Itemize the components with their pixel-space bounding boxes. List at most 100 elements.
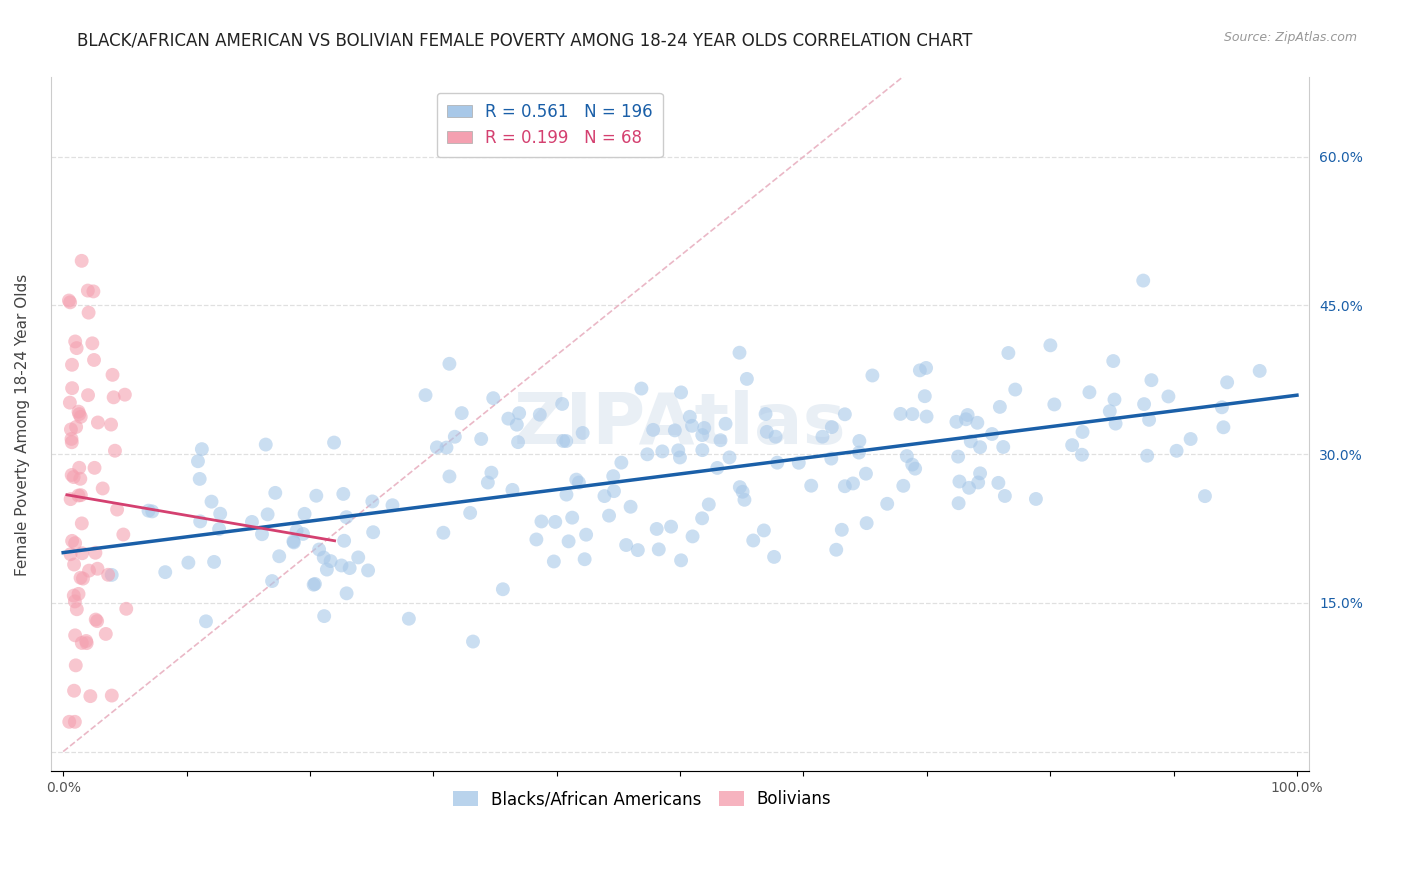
Point (645, 522, 668, 536)
Point (575, 527, 598, 541)
Point (97, 567, 120, 582)
Point (855, 467, 877, 481)
Point (800, 478, 823, 492)
Point (555, 487, 578, 501)
Point (524, 533, 547, 547)
Point (842, 476, 865, 491)
Point (240, 515, 263, 529)
Point (86, 614, 108, 628)
Point (58, 293, 80, 308)
Point (636, 447, 658, 461)
Point (335, 510, 357, 524)
Point (1104, 417, 1126, 431)
Point (59, 492, 82, 507)
Point (664, 423, 686, 437)
Point (319, 554, 342, 568)
Point (65, 420, 87, 434)
Point (361, 525, 384, 540)
Point (565, 473, 588, 487)
Point (860, 368, 883, 383)
Point (283, 535, 305, 549)
Point (543, 554, 565, 568)
Point (492, 582, 515, 597)
Point (461, 634, 484, 648)
Point (602, 469, 624, 483)
Point (733, 492, 755, 507)
Point (643, 423, 665, 437)
Point (959, 434, 981, 449)
Point (63, 536, 86, 550)
Point (530, 515, 553, 529)
Point (834, 407, 856, 421)
Point (200, 494, 222, 508)
Point (889, 407, 911, 421)
Point (557, 534, 579, 549)
Point (693, 421, 716, 435)
Point (312, 550, 335, 565)
Point (315, 563, 337, 577)
Point (333, 533, 356, 548)
Point (728, 345, 751, 359)
Point (690, 428, 713, 442)
Point (957, 481, 980, 495)
Point (1136, 449, 1159, 463)
Point (666, 443, 689, 458)
Point (1133, 397, 1156, 411)
Point (1102, 354, 1125, 368)
Point (256, 508, 278, 522)
Point (610, 456, 633, 470)
Text: Source: ZipAtlas.com: Source: ZipAtlas.com (1223, 31, 1357, 45)
Point (76, 284, 98, 298)
Point (1039, 338, 1062, 352)
Point (262, 574, 284, 588)
Point (1071, 425, 1094, 439)
Point (67, 587, 90, 601)
Point (60, 358, 83, 372)
Point (1137, 413, 1160, 427)
Point (83, 353, 105, 368)
Point (63, 558, 86, 572)
Point (690, 511, 713, 525)
Point (669, 385, 692, 400)
Point (332, 487, 354, 501)
Point (77, 305, 100, 319)
Point (77, 564, 100, 578)
Point (188, 515, 211, 529)
Point (697, 497, 720, 511)
Point (1098, 404, 1121, 418)
Point (59, 395, 82, 409)
Point (571, 425, 593, 440)
Point (820, 451, 842, 466)
Point (426, 441, 449, 455)
Point (1071, 448, 1094, 462)
Point (1062, 438, 1084, 452)
Point (443, 430, 465, 444)
Point (834, 479, 856, 493)
Point (811, 430, 834, 444)
Point (966, 416, 988, 430)
Point (105, 502, 128, 516)
Point (967, 475, 990, 490)
Point (714, 417, 737, 431)
Point (529, 408, 551, 422)
Point (659, 519, 682, 533)
Point (357, 564, 380, 578)
Point (718, 450, 741, 465)
Point (544, 515, 567, 529)
Point (470, 432, 492, 446)
Point (1004, 383, 1026, 397)
Point (76, 636, 98, 650)
Point (103, 390, 125, 404)
Point (84, 613, 107, 627)
Point (603, 484, 626, 499)
Point (956, 408, 979, 422)
Point (187, 454, 209, 468)
Point (82, 285, 104, 299)
Point (70, 253, 93, 268)
Point (648, 542, 671, 557)
Point (551, 397, 574, 411)
Point (1078, 385, 1101, 400)
Point (336, 586, 359, 600)
Point (66, 341, 89, 355)
Point (728, 480, 751, 494)
